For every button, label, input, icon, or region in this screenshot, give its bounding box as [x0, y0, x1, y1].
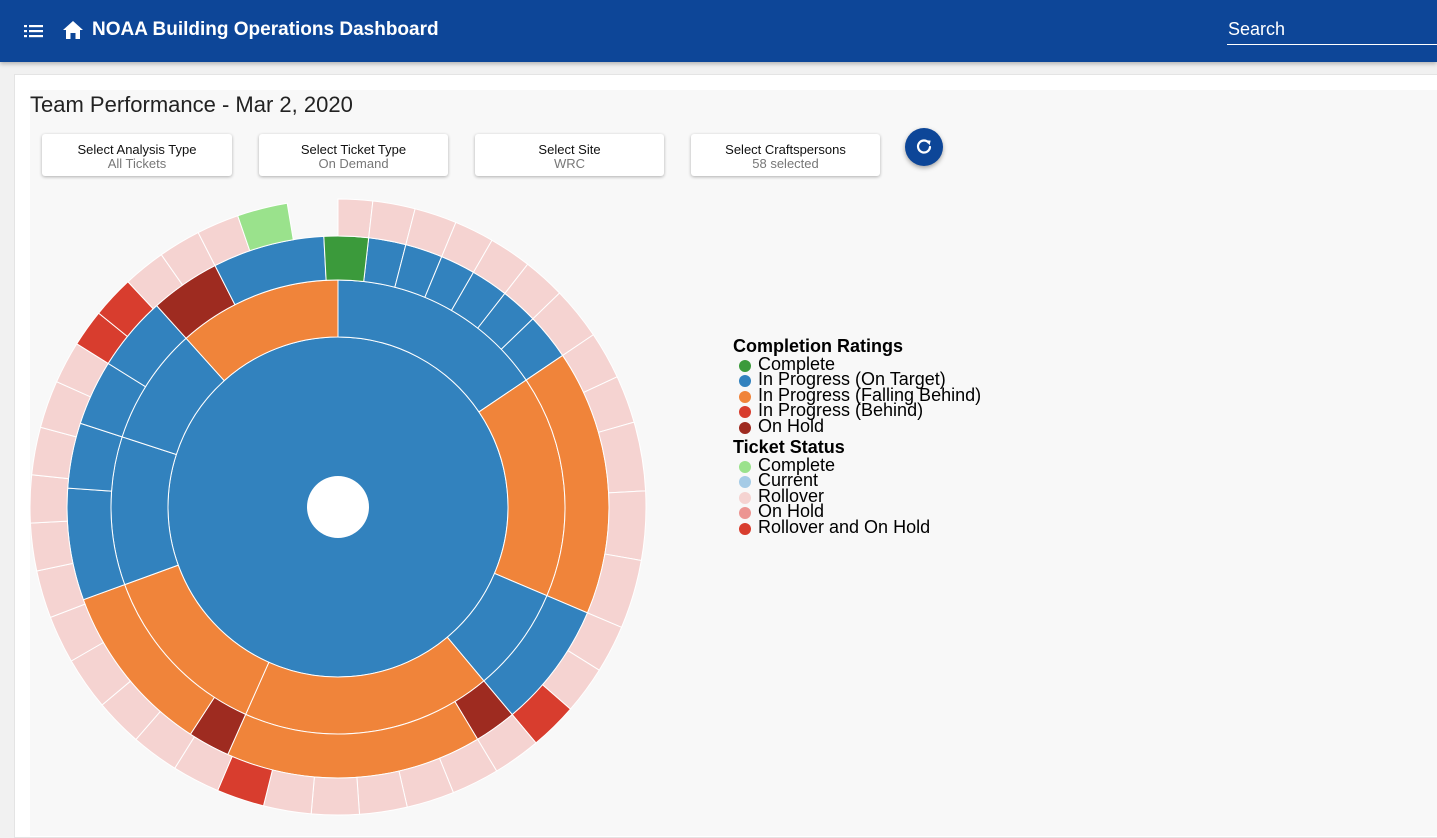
legend-label: Current [758, 470, 819, 490]
legend-item: On Hold [733, 415, 981, 436]
select-label: Select Craftspersons [725, 142, 846, 157]
sunburst-ring4-segment[interactable] [337, 198, 374, 239]
legend-item: In Progress (Behind) [733, 400, 981, 420]
sunburst-chart [29, 198, 647, 816]
sunburst-ring4-segment[interactable] [310, 776, 361, 816]
sunburst-ring4-segment[interactable] [29, 520, 74, 572]
refresh-button[interactable] [905, 128, 943, 166]
legend-item: Complete [733, 454, 981, 475]
select-site-button[interactable]: Select Site WRC [475, 134, 664, 176]
legend-swatch [739, 507, 751, 519]
home-icon[interactable] [62, 20, 84, 40]
legend-label: On Hold [758, 415, 825, 436]
select-analysis-type-button[interactable]: Select Analysis Type All Tickets [42, 134, 232, 176]
sunburst-ring2-segment[interactable] [110, 436, 179, 586]
legend-item: In Progress (Falling Behind) [733, 384, 982, 405]
legend-label: On Hold [758, 501, 825, 521]
sunburst-ring4-segment[interactable] [604, 490, 647, 562]
select-label: Select Analysis Type [77, 142, 197, 157]
legend-swatch [739, 460, 751, 473]
legend-title-status: Ticket Status [733, 437, 845, 457]
select-value: 58 selected [752, 156, 819, 171]
sunburst-center-hole [307, 476, 369, 538]
legend-swatch [739, 375, 751, 387]
legend-item: Rollover [733, 485, 981, 506]
legend-label: In Progress (Behind) [758, 400, 924, 420]
refresh-icon [916, 139, 932, 154]
select-label: Select Ticket Type [300, 142, 407, 157]
sunburst-ring4-segment[interactable] [237, 202, 294, 252]
page-title: Team Performance - Mar 2, 2020 [30, 92, 353, 117]
sunburst-ring3-segment[interactable] [323, 235, 370, 283]
legend-swatch [739, 421, 751, 434]
legend-label: Rollover [758, 485, 825, 506]
legend-item: In Progress (On Target) [733, 369, 981, 389]
select-craftspersons-button[interactable]: Select Craftspersons 58 selected [691, 134, 880, 176]
app-bar: NOAA Building Operations Dashboard [0, 0, 1437, 62]
sunburst-ring4-segment[interactable] [29, 474, 70, 524]
search-input[interactable] [1227, 14, 1437, 45]
legend-swatch [739, 491, 751, 504]
legend-label: Complete [758, 454, 836, 475]
legend-swatch [739, 390, 751, 403]
select-value: All Tickets [107, 156, 167, 171]
legend-label: In Progress (Falling Behind) [758, 384, 982, 405]
select-label: Select Site [538, 142, 601, 157]
menu-icon[interactable] [24, 22, 44, 40]
legend-label: Rollover and On Hold [758, 516, 931, 537]
select-value: WRC [553, 156, 586, 171]
legend-item: Rollover and On Hold [733, 516, 981, 537]
sunburst-ring4-segment[interactable] [356, 770, 408, 815]
legend-label: Complete [758, 353, 836, 374]
legend-title-completion: Completion Ratings [733, 336, 903, 356]
legend-swatch [739, 522, 751, 535]
legend-swatch [739, 359, 751, 372]
legend-item: Complete [733, 353, 981, 374]
legend-item: Current [733, 470, 981, 490]
legend-item: On Hold [733, 501, 981, 521]
app-title: NOAA Building Operations Dashboard [92, 19, 439, 40]
legend-swatch [739, 406, 751, 418]
select-value: On Demand [318, 156, 389, 171]
legend-swatch [739, 476, 751, 488]
select-ticket-type-button[interactable]: Select Ticket Type On Demand [259, 134, 448, 176]
legend: Completion Ratings Complete In Progress (… [733, 337, 981, 535]
legend-label: In Progress (On Target) [758, 369, 946, 389]
